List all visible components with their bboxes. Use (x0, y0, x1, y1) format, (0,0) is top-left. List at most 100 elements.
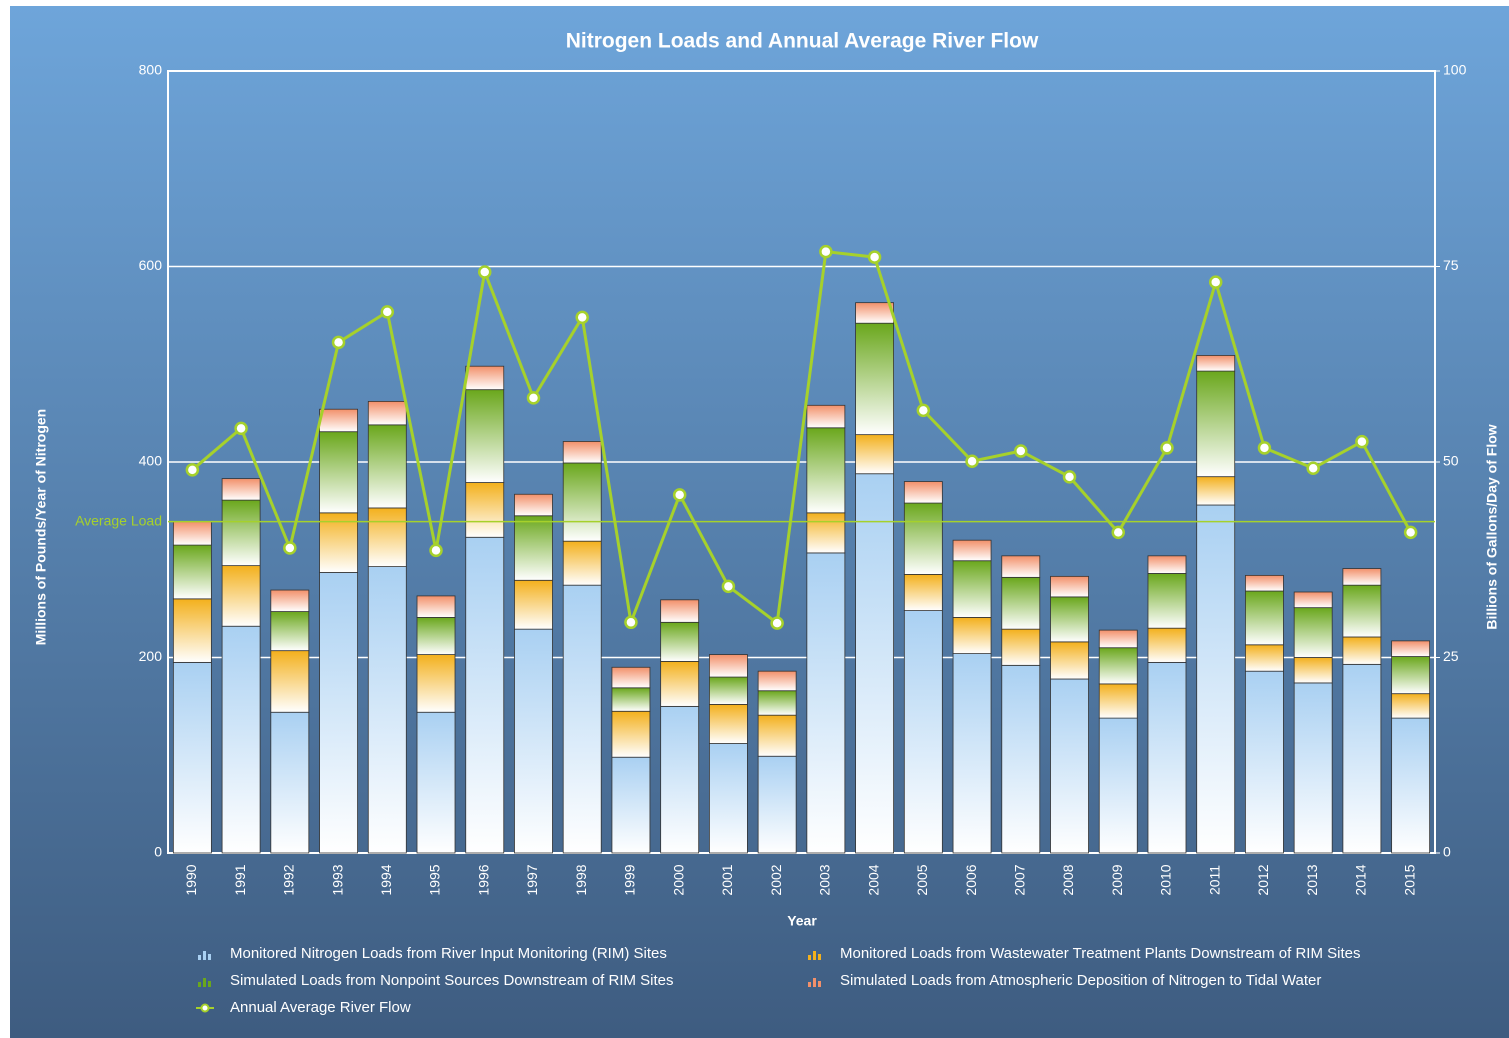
bar-segment (221, 478, 261, 501)
bar-segment (1196, 504, 1236, 854)
bar-segment (1391, 656, 1431, 695)
bar-segment (270, 589, 310, 612)
bar-segment (514, 628, 553, 854)
flow-point (283, 541, 297, 555)
bar-segment (465, 536, 505, 854)
flow-point (624, 615, 638, 630)
bar-segment (1147, 555, 1187, 574)
bar-segment (1293, 682, 1333, 854)
bar-segment (709, 704, 748, 744)
flow-point (1111, 525, 1125, 540)
bar-segment (1245, 590, 1284, 646)
x-tick-label: 2004 (865, 864, 881, 895)
bar-segment (465, 482, 505, 538)
bar-segment (1293, 657, 1333, 684)
bar-segment (416, 617, 456, 655)
flow-point (721, 579, 736, 594)
bar-segment (903, 481, 943, 504)
x-tick-label: 2013 (1304, 864, 1320, 895)
y-tick-label: 600 (139, 257, 163, 273)
bar-segment (1001, 664, 1041, 854)
bar-segment (709, 676, 748, 705)
bar-segment (952, 560, 992, 618)
bar-segment (1001, 555, 1041, 578)
flow-point (1208, 275, 1223, 289)
bar-segment (1050, 596, 1089, 643)
flow-point (1014, 444, 1028, 458)
bar-segment (952, 539, 992, 562)
bar-segment (1196, 355, 1236, 372)
bar-segment (562, 462, 602, 542)
legend-icon (198, 982, 201, 987)
legend-icon (808, 955, 811, 960)
flow-point (380, 305, 395, 319)
bar-segment (1147, 627, 1187, 663)
y-tick-label: 200 (139, 648, 163, 664)
x-tick-label: 1994 (378, 864, 394, 895)
x-tick-label: 1997 (524, 864, 540, 895)
x-tick-label: 1999 (622, 864, 638, 895)
x-tick-label: 1998 (573, 864, 589, 895)
x-tick-label: 2011 (1206, 865, 1222, 895)
legend-icon (208, 954, 211, 960)
legend-icon (818, 954, 821, 960)
bar-segment (1342, 568, 1382, 586)
bar-segment (611, 666, 651, 689)
bar-segment (1391, 640, 1431, 657)
legend-icon (808, 982, 811, 987)
y2-tick-label: 25 (1443, 648, 1459, 664)
bar-segment (367, 507, 407, 567)
bar-segment (1391, 717, 1431, 854)
bar-segment (1245, 670, 1284, 854)
flow-point (1306, 461, 1320, 476)
x-tick-label: 2014 (1353, 864, 1369, 895)
bar-segment (1245, 574, 1284, 592)
flow-point (331, 335, 346, 350)
bar-segment (611, 687, 651, 712)
legend-icon (818, 981, 821, 987)
bar-segment (806, 512, 846, 554)
bar-segment (1293, 607, 1333, 658)
bar-segment (806, 427, 846, 514)
chart-title: Nitrogen Loads and Annual Average River … (566, 30, 1039, 53)
bar-segment (562, 441, 602, 464)
x-tick-label: 2003 (817, 864, 833, 895)
flow-point (867, 250, 882, 264)
bar-segment (1196, 476, 1236, 506)
x-tick-label: 2010 (1158, 864, 1174, 895)
bar-segment (1001, 628, 1041, 666)
x-tick-label: 1996 (475, 864, 491, 895)
bar-segment (709, 654, 748, 678)
bar-segment (1050, 575, 1089, 598)
legend-label: Annual Average River Flow (230, 999, 411, 1016)
x-tick-label: 1992 (281, 864, 297, 895)
flow-point (1257, 441, 1272, 455)
bar-segment (660, 621, 700, 662)
bar-segment (1342, 584, 1382, 638)
flow-point (478, 265, 492, 279)
bar-segment (952, 617, 992, 654)
bar-segment (367, 566, 407, 854)
flow-point (1403, 525, 1418, 540)
bar-segment (1147, 573, 1187, 629)
bar-segment (1147, 661, 1187, 854)
x-axis-title: Year (787, 913, 817, 929)
bar-segment (416, 595, 456, 618)
legend-icon (203, 951, 206, 960)
flow-line (191, 249, 1412, 629)
plot-frame (167, 70, 1436, 854)
bar-segment (1293, 591, 1333, 609)
legend-icon (208, 981, 211, 987)
bar-segment (611, 756, 651, 854)
flow-point (575, 310, 589, 325)
bar-segment (562, 540, 602, 586)
bar-segment (611, 710, 651, 758)
bar-segment (903, 610, 943, 854)
legend-label: Monitored Nitrogen Loads from River Inpu… (230, 945, 667, 962)
bar-segment (270, 711, 310, 854)
y2-tick-label: 50 (1443, 453, 1459, 469)
x-tick-label: 2000 (670, 864, 686, 895)
bar-segment (757, 670, 797, 692)
x-tick-label: 2001 (719, 864, 735, 895)
